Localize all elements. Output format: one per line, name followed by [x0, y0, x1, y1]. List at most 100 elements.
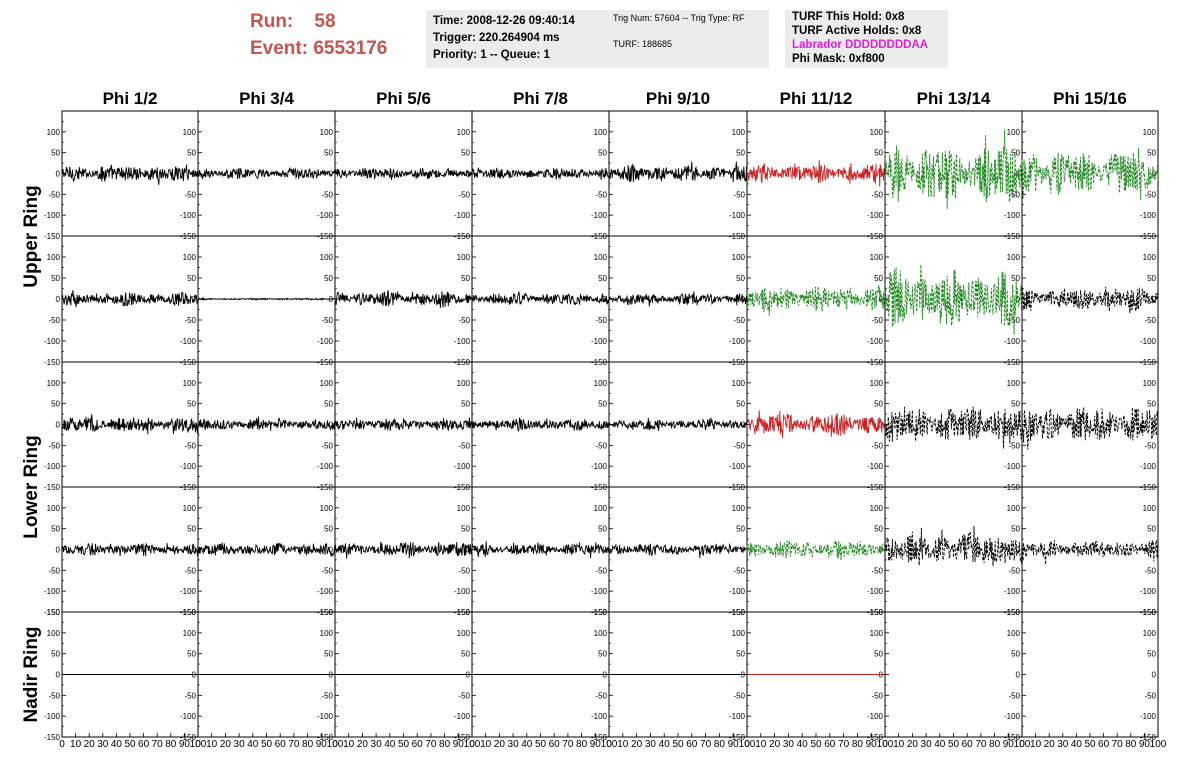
y-tick-label: -50 [184, 691, 196, 700]
y-tick-label-left: 100 [47, 379, 61, 388]
y-tick-label: 50 [736, 525, 745, 534]
y-tick-label: 100 [732, 629, 746, 638]
row-label-lower-ring: Lower Ring [21, 435, 42, 538]
y-tick-label: 100 [1007, 128, 1021, 137]
x-tick-label: 60 [824, 739, 836, 750]
run-value: 58 [314, 11, 336, 32]
y-tick-label: -50 [595, 316, 607, 325]
y-tick-label: 50 [324, 525, 333, 534]
y-tick-label: -100 [591, 587, 608, 596]
y-tick-label: -50 [458, 566, 470, 575]
y-tick-label: 50 [1011, 400, 1020, 409]
y-tick-label-left: -100 [44, 712, 61, 721]
trig-text: Trig Num: 57604 -- Trig Type: RF [613, 13, 745, 23]
y-tick-label: 100 [183, 629, 197, 638]
y-tick-label: 150 [870, 608, 884, 617]
y-tick-label: 50 [874, 650, 883, 659]
y-tick-label: -50 [871, 190, 883, 199]
y-tick-label: -100 [591, 462, 608, 471]
y-tick-label: -100 [729, 587, 746, 596]
y-tick-label: 50 [187, 149, 196, 158]
x-tick-label: 80 [1125, 739, 1137, 750]
y-tick-label: 50 [1147, 274, 1156, 283]
x-tick-label: 90 [1003, 739, 1015, 750]
y-tick-label: 150 [183, 608, 197, 617]
x-tick-label: 70 [425, 739, 437, 750]
y-tick-label: 50 [874, 149, 883, 158]
waveform-trace-r3-c6 [746, 410, 886, 439]
x-tick-label: 40 [247, 739, 259, 750]
waveform-trace-r1-c2 [197, 167, 336, 180]
waveform-trace-r2-c7 [884, 264, 1023, 335]
y-tick-label: -50 [871, 441, 883, 450]
waveform-trace-r3-c3 [334, 417, 473, 432]
y-tick-label: 100 [320, 253, 334, 262]
y-tick-label: 0 [603, 671, 608, 680]
y-tick-label: -100 [454, 462, 471, 471]
waveform-trace-r1-c6 [746, 160, 886, 187]
y-tick-label: -100 [317, 462, 334, 471]
y-tick-label: -100 [180, 712, 197, 721]
y-tick-label: 50 [187, 400, 196, 409]
y-tick-label: -50 [1008, 190, 1020, 199]
y-tick-label: -100 [317, 211, 334, 220]
y-tick-label: 100 [594, 629, 608, 638]
y-tick-label: 100 [870, 629, 884, 638]
y-tick-label: 150 [1007, 608, 1021, 617]
y-tick-label: 50 [1011, 650, 1020, 659]
y-tick-label: 50 [1011, 274, 1020, 283]
y-tick-label-left: 150 [47, 608, 61, 617]
y-tick-label: 50 [187, 525, 196, 534]
y-tick-label: 100 [870, 504, 884, 513]
y-tick-label: 150 [457, 608, 471, 617]
y-tick-label: -50 [458, 316, 470, 325]
y-tick-label: 100 [183, 379, 197, 388]
y-tick-label: 50 [324, 274, 333, 283]
x-tick-label: 0 [332, 739, 338, 750]
y-tick-label-left: -150 [44, 232, 61, 241]
y-tick-label-left: 50 [51, 274, 60, 283]
y-tick-label: 50 [1011, 149, 1020, 158]
x-tick-label: 20 [631, 739, 643, 750]
y-tick-label-left: 0 [56, 421, 61, 430]
x-tick-label: 60 [412, 739, 424, 750]
y-tick-label: -50 [458, 441, 470, 450]
y-tick-label: 100 [1143, 629, 1157, 638]
y-tick-label: 100 [870, 128, 884, 137]
y-tick-label: -50 [733, 190, 745, 199]
x-tick-label: 30 [645, 739, 657, 750]
x-tick-label: 60 [549, 739, 561, 750]
waveform-trace-r1-c5 [608, 161, 748, 183]
y-tick-label: 50 [736, 149, 745, 158]
y-tick-label: -50 [871, 566, 883, 575]
x-tick-label: 0 [1019, 739, 1025, 750]
y-tick-label-left: 0 [56, 546, 61, 555]
y-tick-label: 0 [466, 671, 471, 680]
x-tick-label: 10 [343, 739, 355, 750]
x-tick-label: 70 [700, 739, 712, 750]
y-tick-label-left: -100 [44, 587, 61, 596]
y-tick-label: -100 [454, 337, 471, 346]
x-tick-label: 50 [810, 739, 822, 750]
x-tick-label: 50 [398, 739, 410, 750]
y-tick-label: -150 [454, 733, 471, 742]
y-tick-label: -100 [867, 462, 884, 471]
x-tick-label: 80 [439, 739, 451, 750]
x-tick-label: 90 [453, 739, 465, 750]
y-tick-label: 0 [741, 421, 746, 430]
waveform-trace-r2-c3 [334, 290, 473, 308]
waveform-trace-r1-c3 [334, 167, 473, 181]
y-tick-label: 100 [1007, 504, 1021, 513]
x-tick-label: 10 [1030, 739, 1042, 750]
x-tick-label: 60 [138, 739, 150, 750]
y-tick-label: -50 [1144, 316, 1156, 325]
labrador-text: Labrador DDDDDDDDAA [792, 39, 929, 51]
column-title-phi-4: Phi 7/8 [513, 89, 568, 108]
y-tick-label: -100 [317, 337, 334, 346]
y-tick-label: -100 [867, 211, 884, 220]
y-tick-label: -100 [867, 712, 884, 721]
y-tick-label: -100 [1004, 712, 1021, 721]
event-value: 6553176 [313, 38, 388, 59]
x-tick-label: 60 [1098, 739, 1110, 750]
y-tick-label: 100 [457, 253, 471, 262]
